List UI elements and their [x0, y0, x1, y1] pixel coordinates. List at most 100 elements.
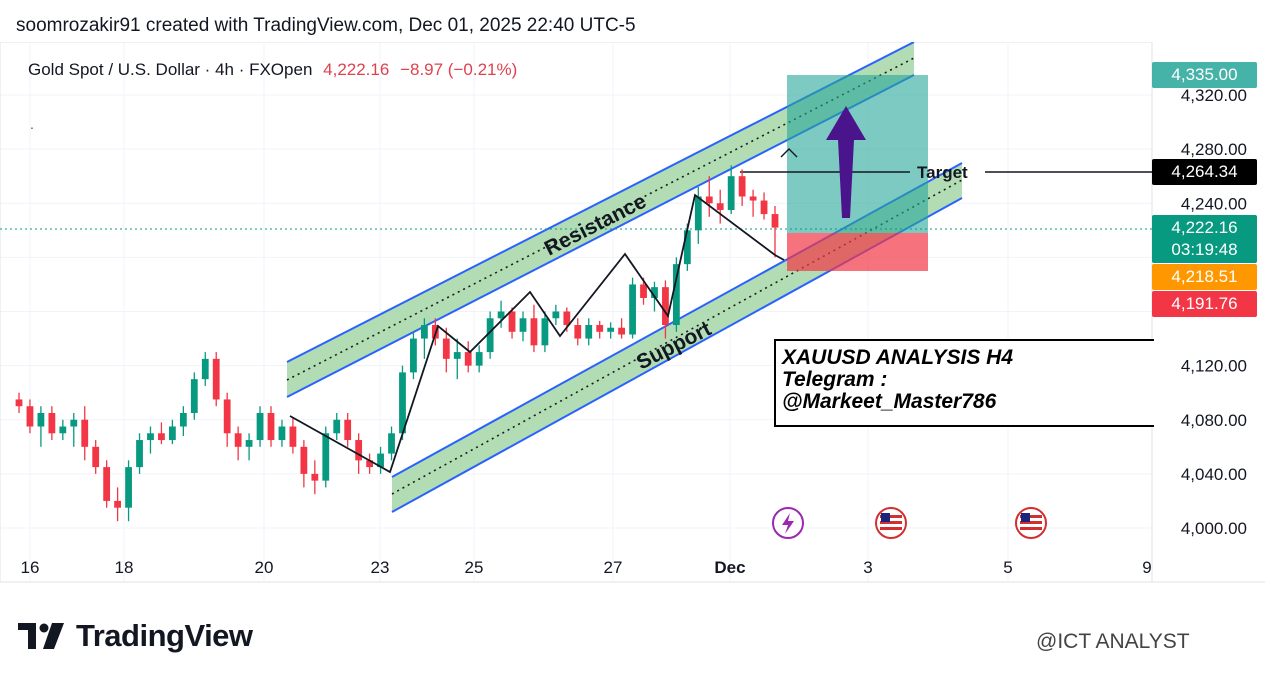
candle-up — [70, 419, 78, 427]
candle-down — [760, 200, 768, 215]
x-tick-label: 9 — [1142, 558, 1151, 577]
analysis-telegram: Telegram : — [782, 368, 888, 391]
candle-up — [245, 440, 253, 447]
x-tick-label: 20 — [255, 558, 274, 577]
sl-price-label: 4,191.76 — [1152, 291, 1257, 317]
x-tick-label: 18 — [115, 558, 134, 577]
y-tick-label: 4,040.00 — [1181, 465, 1247, 484]
analysis-handle: @Markeet_Master786 — [782, 390, 997, 413]
x-tick-label: 5 — [1003, 558, 1012, 577]
tradingview-logo-icon — [18, 623, 64, 649]
candle-down — [530, 318, 538, 346]
tradingview-logo[interactable]: TradingView — [18, 616, 253, 656]
candle-down — [48, 412, 56, 434]
y-tick-label: 4,080.00 — [1181, 411, 1247, 430]
candle-down — [114, 500, 122, 508]
resistance-band — [287, 42, 914, 397]
candle-up — [607, 327, 615, 332]
y-axis: 4,320.00 4,280.00 4,240.00 4,120.00 4,080.00… — [1181, 86, 1247, 538]
y-tick-label: 4,000.00 — [1181, 519, 1247, 538]
candle-up — [475, 352, 483, 366]
x-tick-label: 25 — [465, 558, 484, 577]
candle-up — [190, 379, 198, 413]
candle-down — [223, 399, 231, 434]
candle-down — [508, 311, 516, 332]
candle-up — [519, 318, 527, 332]
candle-down — [640, 284, 647, 298]
stop-loss-zone — [787, 233, 928, 271]
target-price-label: 4,264.34 — [1152, 159, 1257, 185]
candle-down — [738, 176, 746, 197]
chart-attribution: soomrozakir91 created with TradingView.c… — [16, 15, 636, 36]
chevron-up-icon — [780, 148, 798, 158]
candle-up — [694, 196, 702, 231]
candle-up — [420, 325, 428, 339]
candle-down — [311, 473, 319, 481]
candle-down — [289, 426, 297, 447]
candle-down — [563, 311, 571, 326]
candle-up — [727, 176, 735, 211]
candle-up — [256, 412, 264, 441]
candle-down — [749, 196, 757, 201]
analysis-title: XAUUSD ANALYSIS H4 — [782, 346, 1014, 369]
candle-up — [388, 433, 395, 454]
candle-down — [705, 196, 713, 204]
candle-down — [300, 446, 308, 474]
candles — [15, 165, 779, 522]
entry-price-label: 4,218.51 — [1152, 264, 1257, 290]
candle-up — [585, 325, 593, 339]
candle-up — [125, 467, 132, 508]
zigzag-tail — [774, 254, 785, 261]
y-tick-label: 4,280.00 — [1181, 140, 1247, 159]
candle-down — [103, 467, 111, 501]
x-tick-label: 23 — [371, 558, 390, 577]
candle-down — [662, 287, 669, 326]
up-arrow-icon — [826, 106, 866, 218]
candle-down — [15, 399, 23, 407]
event-lightning-icon[interactable] — [772, 507, 804, 539]
indicator-dot: . — [30, 116, 34, 132]
candle-up — [168, 426, 176, 441]
candle-down — [464, 352, 472, 366]
analysis-note: XAUUSD ANALYSIS H4 Telegram : @Markeet_M… — [774, 339, 1154, 427]
candle-down — [574, 325, 582, 339]
y-tick-label: 4,120.00 — [1181, 357, 1247, 376]
candle-down — [355, 440, 363, 461]
candle-up — [683, 230, 691, 265]
candle-down — [92, 446, 100, 468]
candle-down — [771, 214, 779, 228]
symbol-info: Gold Spot / U.S. Dollar · 4h · FXOpen 4,… — [28, 60, 517, 80]
candle-up — [497, 311, 505, 319]
chart-canvas: Resistance Support Target 4,320.004,280.… — [0, 42, 1265, 590]
candle-up — [179, 412, 187, 427]
candle-down — [442, 338, 450, 359]
candle-down — [158, 433, 165, 441]
event-us-flag-icon[interactable] — [1015, 507, 1047, 539]
target-label: Target — [917, 163, 968, 182]
candle-up — [541, 318, 549, 346]
candle-down — [596, 325, 604, 332]
candle-down — [81, 419, 89, 447]
candle-up — [552, 311, 560, 319]
tradingview-logo-text: TradingView — [76, 618, 253, 653]
event-us-flag-icon[interactable] — [875, 507, 907, 539]
candle-up — [278, 426, 286, 441]
tp-price-label: 4,335.00 — [1152, 62, 1257, 88]
candle-up — [147, 433, 154, 441]
x-axis: 16 18 20 23 25 27 Dec 3 5 9 — [21, 558, 1152, 577]
candle-up — [399, 372, 406, 434]
candle-up — [136, 440, 143, 468]
candle-up — [377, 453, 384, 468]
watermark-text: @ICT ANALYST — [1036, 630, 1190, 653]
candle-up — [453, 352, 461, 359]
candle-down — [716, 203, 724, 211]
candle-up — [59, 426, 67, 434]
symbol-change: −8.97 (−0.21%) — [400, 60, 518, 79]
candle-up — [201, 358, 209, 380]
x-tick-label: 3 — [863, 558, 872, 577]
y-tick-label: 4,240.00 — [1181, 194, 1247, 213]
candle-down — [618, 327, 626, 335]
candle-down — [366, 460, 374, 468]
candle-down — [26, 406, 34, 427]
x-tick-label: 27 — [604, 558, 623, 577]
